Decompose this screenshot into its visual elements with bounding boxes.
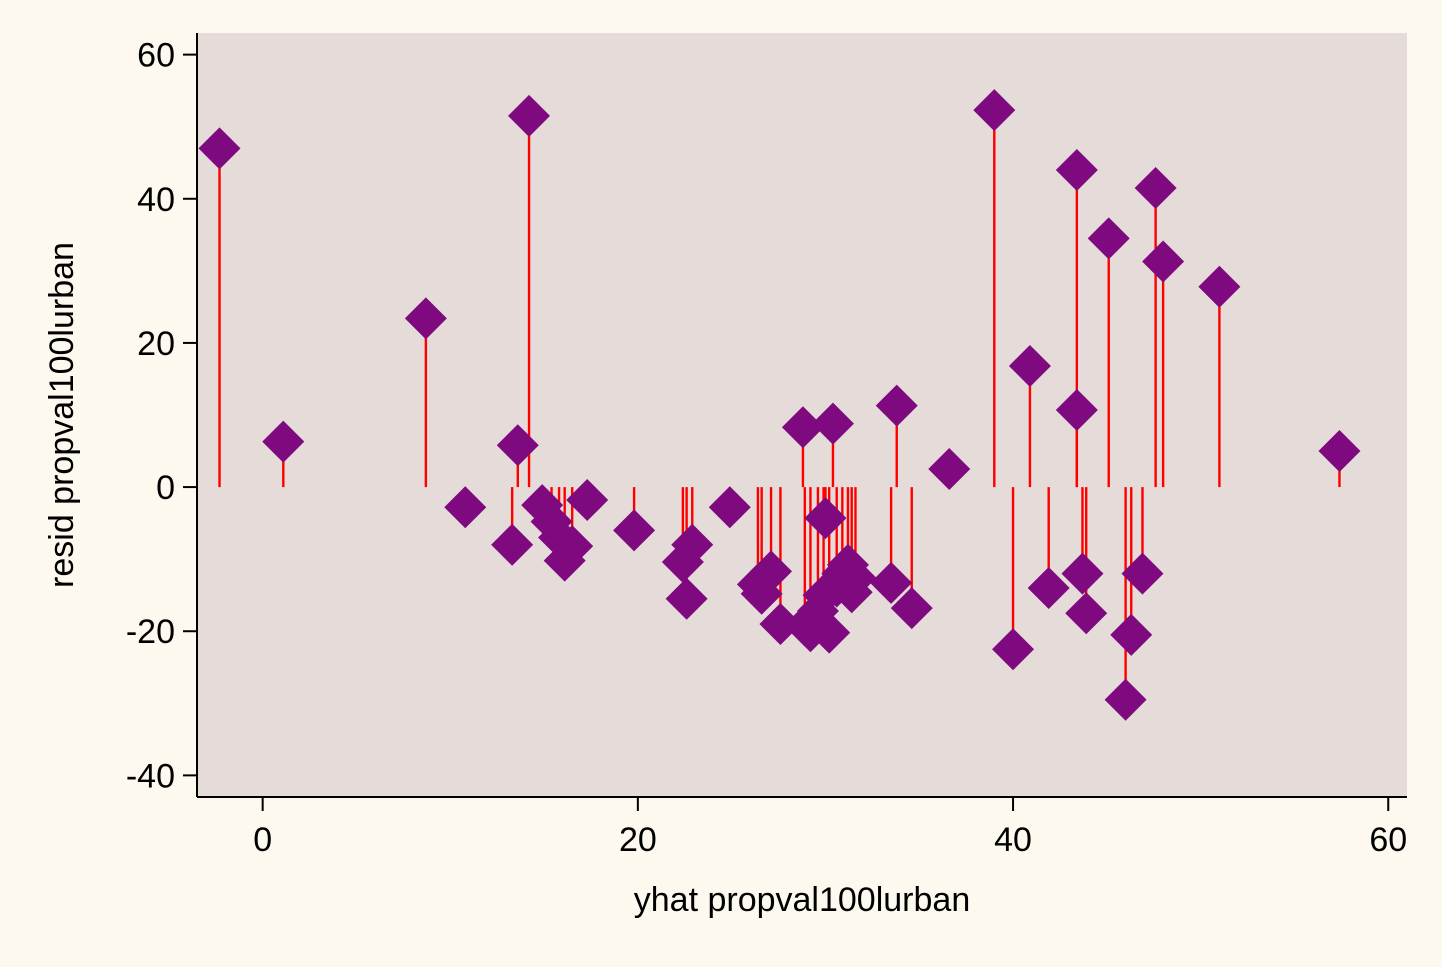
data-point — [198, 127, 241, 170]
data-point — [444, 486, 487, 529]
data-point — [808, 611, 851, 654]
data-point — [566, 479, 609, 522]
data-point — [262, 420, 305, 463]
data-point — [1110, 613, 1153, 656]
data-point — [1008, 344, 1051, 387]
y-tick-label: -40 — [126, 757, 175, 795]
data-point — [1055, 388, 1098, 431]
x-axis-label: yhat propval100lurban — [634, 881, 970, 919]
data-point — [496, 424, 539, 467]
y-tick-label: 60 — [137, 37, 175, 75]
data-point — [1027, 566, 1070, 609]
data-point — [508, 94, 551, 137]
data-point — [890, 587, 933, 630]
data-point — [491, 523, 534, 566]
data-point — [875, 384, 918, 427]
data-point — [870, 561, 913, 604]
y-tick-label: 40 — [137, 181, 175, 219]
y-axis-ticks: 60 40 20 0 -20 -40 — [126, 37, 197, 795]
x-tick-label: 60 — [1369, 821, 1407, 859]
data-point — [781, 406, 824, 449]
y-axis-label: resid propval100lurban — [43, 242, 81, 588]
x-tick-label: 40 — [994, 821, 1032, 859]
data-point — [1061, 552, 1104, 595]
data-point — [665, 577, 708, 620]
x-axis-ticks: 0 20 40 60 — [253, 797, 1407, 859]
y-tick-label: 20 — [137, 325, 175, 363]
data-point — [1198, 265, 1241, 308]
data-point — [521, 484, 564, 527]
data-point — [759, 603, 802, 646]
data-point — [811, 402, 854, 445]
x-tick-label: 0 — [253, 821, 272, 859]
data-point — [1134, 166, 1177, 209]
data-point — [404, 297, 447, 340]
data-point — [551, 525, 594, 568]
data-point — [1087, 217, 1130, 260]
data-point — [1318, 430, 1361, 473]
data-point — [1065, 592, 1108, 635]
data-point — [750, 550, 793, 593]
data-point — [1104, 678, 1147, 721]
y-tick-label: 0 — [156, 469, 175, 507]
data-point — [973, 89, 1016, 132]
x-tick-label: 20 — [619, 821, 657, 859]
data-point — [834, 556, 877, 599]
data-point — [992, 628, 1035, 671]
data-point — [1142, 240, 1185, 283]
data-point — [1121, 552, 1164, 595]
data-point — [613, 509, 656, 552]
data-point — [928, 448, 971, 491]
y-tick-label: -20 — [126, 613, 175, 651]
data-markers — [198, 89, 1361, 721]
data-point — [804, 497, 847, 540]
data-point — [708, 486, 751, 529]
data-point — [1055, 148, 1098, 191]
data-point — [671, 523, 714, 566]
